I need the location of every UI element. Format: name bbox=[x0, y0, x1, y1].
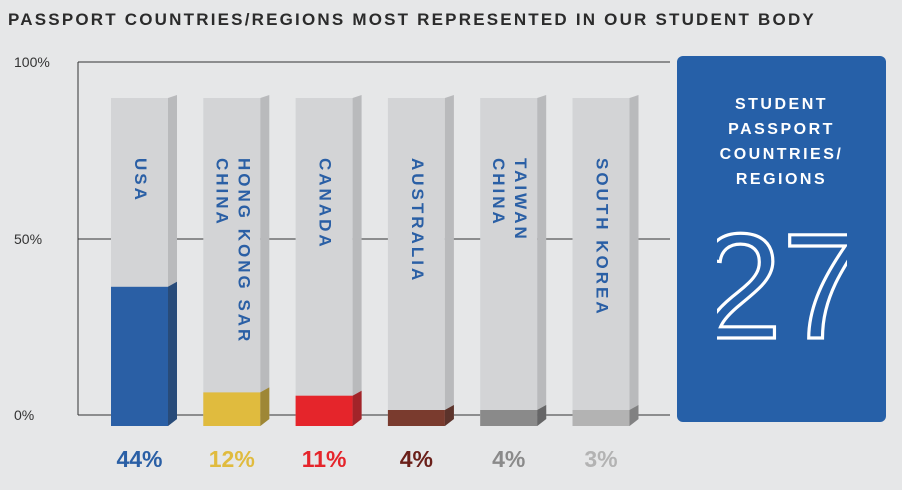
bar-column bbox=[295, 95, 362, 426]
bar-background-side bbox=[629, 95, 639, 426]
category-label: AUSTRALIA bbox=[408, 158, 427, 283]
category-label: TAIWAN bbox=[511, 158, 530, 242]
bar-side bbox=[260, 387, 270, 426]
bar-background bbox=[572, 98, 630, 426]
value-label: 12% bbox=[209, 446, 255, 472]
category-label: CANADA bbox=[316, 158, 335, 250]
bar-side bbox=[168, 281, 177, 426]
bar-column bbox=[387, 95, 454, 426]
bar bbox=[387, 410, 445, 426]
value-label: 11% bbox=[302, 446, 347, 472]
bar-background bbox=[480, 98, 538, 426]
bar-background-side bbox=[537, 95, 547, 426]
stat-value-graphic: 27 bbox=[717, 216, 847, 356]
bar-background bbox=[203, 98, 261, 426]
bar bbox=[203, 392, 261, 426]
bar-column bbox=[203, 95, 270, 426]
stat-panel: STUDENT PASSPORT COUNTRIES/ REGIONS 27 bbox=[677, 56, 886, 422]
bar-column bbox=[572, 95, 639, 426]
stat-label: STUDENT PASSPORT COUNTRIES/ REGIONS bbox=[719, 96, 844, 188]
bar bbox=[295, 395, 353, 426]
stat-value-text: 27 bbox=[717, 216, 847, 356]
bar-background-side bbox=[444, 95, 454, 426]
bar-side bbox=[352, 390, 362, 426]
chart-title: PASSPORT COUNTRIES/REGIONS MOST REPRESEN… bbox=[8, 10, 816, 29]
bar-side bbox=[629, 405, 639, 426]
value-label: 4% bbox=[492, 446, 525, 472]
bar-background bbox=[295, 98, 353, 426]
stat-value: 27 bbox=[677, 216, 886, 361]
y-tick-label: 0% bbox=[14, 407, 34, 423]
bar bbox=[572, 410, 630, 426]
category-label: CHINA bbox=[489, 158, 508, 227]
bar bbox=[480, 410, 538, 426]
bar-background bbox=[387, 98, 445, 426]
bar-side bbox=[537, 405, 547, 426]
category-label: USA bbox=[131, 158, 150, 203]
bar-column bbox=[480, 95, 547, 426]
y-tick-label: 50% bbox=[14, 231, 42, 247]
y-tick-label: 100% bbox=[14, 54, 50, 70]
category-label: HONG KONG SAR bbox=[234, 158, 253, 344]
bar-side bbox=[444, 405, 454, 426]
value-label: 44% bbox=[116, 446, 162, 472]
bar bbox=[111, 286, 168, 426]
value-label: 4% bbox=[400, 446, 433, 472]
bar-background-side bbox=[260, 95, 270, 426]
bar-background-side bbox=[352, 95, 362, 426]
category-label: CHINA bbox=[212, 158, 231, 227]
bar-column bbox=[111, 95, 177, 426]
value-label: 3% bbox=[584, 446, 617, 472]
category-label: SOUTH KOREA bbox=[593, 158, 612, 317]
